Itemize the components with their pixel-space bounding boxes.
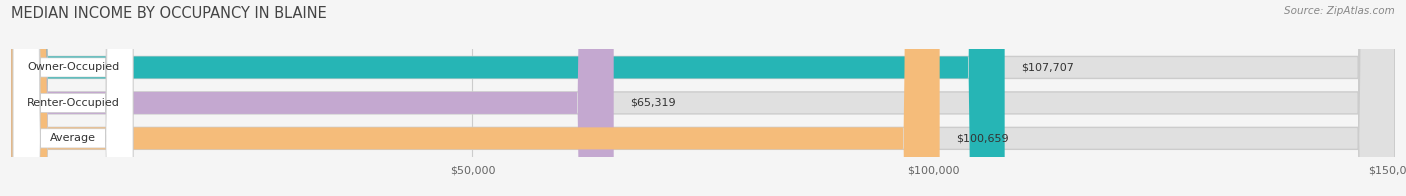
Text: $65,319: $65,319 — [630, 98, 676, 108]
FancyBboxPatch shape — [13, 0, 134, 196]
Text: MEDIAN INCOME BY OCCUPANCY IN BLAINE: MEDIAN INCOME BY OCCUPANCY IN BLAINE — [11, 6, 328, 21]
FancyBboxPatch shape — [11, 0, 1395, 196]
Text: $100,659: $100,659 — [956, 133, 1010, 143]
Text: Renter-Occupied: Renter-Occupied — [27, 98, 120, 108]
FancyBboxPatch shape — [11, 0, 1395, 196]
FancyBboxPatch shape — [11, 0, 939, 196]
Text: $107,707: $107,707 — [1021, 63, 1074, 73]
FancyBboxPatch shape — [11, 0, 613, 196]
FancyBboxPatch shape — [11, 0, 1395, 196]
FancyBboxPatch shape — [13, 0, 134, 196]
Text: Source: ZipAtlas.com: Source: ZipAtlas.com — [1284, 6, 1395, 16]
FancyBboxPatch shape — [11, 0, 1005, 196]
Text: Average: Average — [51, 133, 96, 143]
FancyBboxPatch shape — [13, 0, 134, 196]
Text: Owner-Occupied: Owner-Occupied — [27, 63, 120, 73]
